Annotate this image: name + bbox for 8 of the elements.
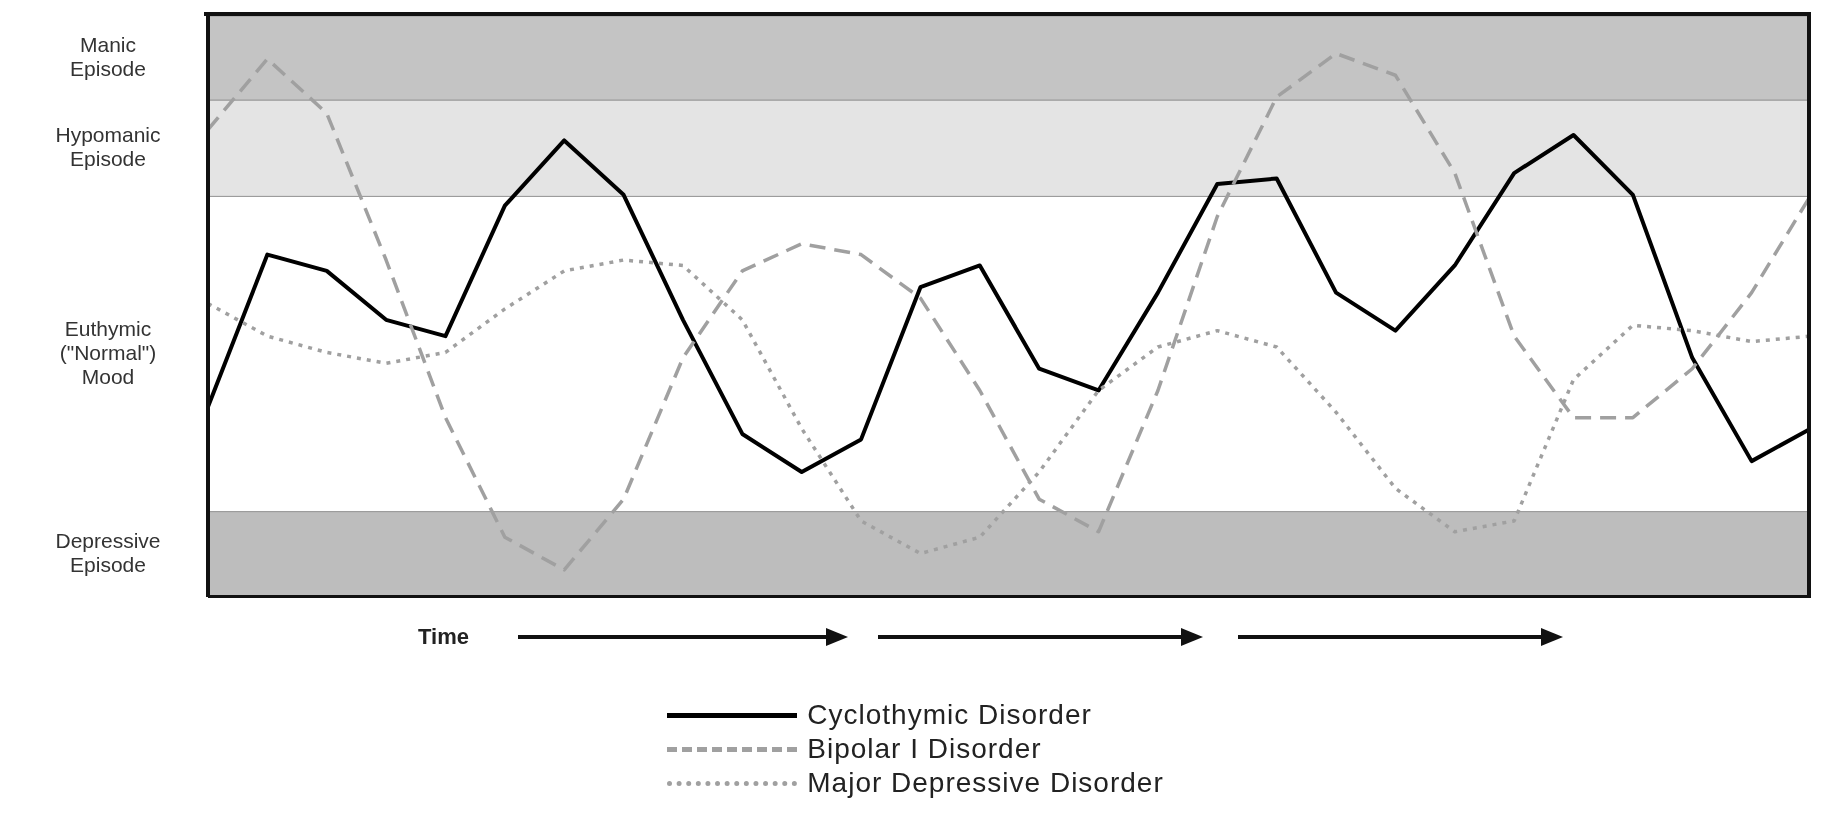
x-axis-title: Time xyxy=(418,624,469,650)
legend-label: Bipolar I Disorder xyxy=(807,733,1042,765)
band-label: Hypomanic Episode xyxy=(55,122,161,170)
legend-label: Cyclothymic Disorder xyxy=(807,699,1092,731)
legend-label: Major Depressive Disorder xyxy=(807,767,1164,799)
band-label: Euthymic ("Normal") Mood xyxy=(59,316,157,388)
band-label: Depressive Episode xyxy=(55,528,161,576)
band-label: Manic Episode xyxy=(70,32,146,80)
